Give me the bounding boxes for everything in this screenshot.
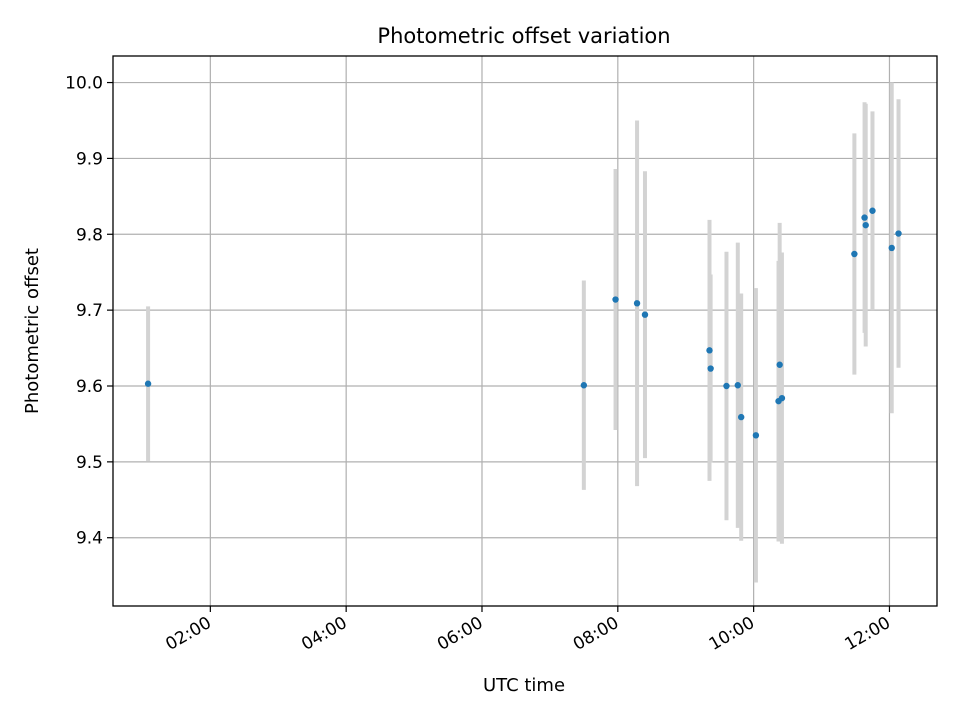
data-point xyxy=(144,380,152,387)
data-point xyxy=(862,221,869,229)
chart-title: Photometric offset variation xyxy=(377,24,670,48)
data-point xyxy=(869,207,876,214)
data-point xyxy=(580,382,588,389)
y-tick-label: 9.5 xyxy=(76,453,103,473)
x-tick-label: 12:00 xyxy=(842,613,894,655)
y-tick-label: 10.0 xyxy=(65,74,103,94)
x-tick-label: 08:00 xyxy=(570,613,622,655)
data-point xyxy=(778,394,786,402)
x-tick-label: 04:00 xyxy=(298,613,350,655)
error-bars xyxy=(146,82,901,583)
y-tick-label: 9.4 xyxy=(76,529,103,549)
x-axis: 02:00 04:00 06:00 08:00 10:00 12:00 xyxy=(162,606,894,655)
data-point xyxy=(706,347,713,354)
data-point xyxy=(641,311,649,318)
data-points xyxy=(144,207,902,439)
data-point xyxy=(888,244,895,252)
x-axis-label: UTC time xyxy=(483,675,565,696)
data-point xyxy=(723,382,730,390)
data-point xyxy=(851,250,858,258)
x-tick-label: 02:00 xyxy=(162,613,214,655)
x-tick-label: 06:00 xyxy=(434,613,486,655)
data-point xyxy=(612,296,619,303)
data-point xyxy=(752,432,760,439)
data-point xyxy=(861,214,868,221)
grid xyxy=(113,56,937,606)
plot-frame xyxy=(112,55,938,607)
y-tick-label: 9.8 xyxy=(76,225,103,245)
y-tick-label: 9.7 xyxy=(76,301,103,321)
data-point xyxy=(707,365,714,372)
data-point xyxy=(895,230,902,237)
data-point xyxy=(776,361,783,368)
data-point xyxy=(734,382,741,389)
y-tick-label: 9.6 xyxy=(76,377,103,397)
y-tick-label: 9.9 xyxy=(76,149,103,169)
y-axis-label: Photometric offset xyxy=(22,248,43,414)
x-tick-label: 10:00 xyxy=(706,613,758,655)
data-point xyxy=(737,413,745,421)
data-point xyxy=(633,300,641,307)
y-axis: 9.4 9.5 9.6 9.7 9.8 9.9 10.0 xyxy=(65,74,113,549)
